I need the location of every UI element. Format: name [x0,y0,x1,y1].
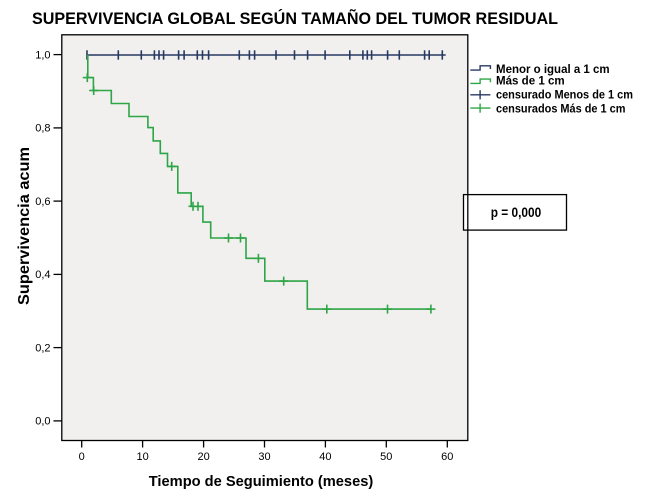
svg-text:0: 0 [79,451,85,463]
svg-text:censurados Más de 1 cm: censurados Más de 1 cm [496,104,626,116]
svg-text:censurado Menos de 1 cm: censurado Menos de 1 cm [496,90,633,102]
svg-text:Tiempo de Seguimiento (meses): Tiempo de Seguimiento (meses) [149,473,374,490]
svg-text:1,0: 1,0 [35,49,50,61]
svg-text:Supervivencia acum: Supervivencia acum [16,147,33,305]
svg-text:p = 0,000: p = 0,000 [491,205,542,220]
svg-text:0,0: 0,0 [35,416,50,428]
svg-text:0,4: 0,4 [35,269,50,281]
svg-text:0,2: 0,2 [35,342,50,354]
svg-text:50: 50 [380,451,392,463]
svg-text:30: 30 [258,451,270,463]
svg-text:Más de 1 cm: Más de 1 cm [496,76,565,88]
svg-text:SUPERVIVENCIA GLOBAL SEGÚN TAM: SUPERVIVENCIA GLOBAL SEGÚN TAMAÑO DEL TU… [32,8,558,28]
svg-text:0,8: 0,8 [35,123,50,135]
svg-text:20: 20 [197,451,209,463]
svg-text:10: 10 [136,451,148,463]
svg-text:Menor o igual a 1 cm: Menor o igual a 1 cm [496,64,610,76]
svg-text:40: 40 [319,451,331,463]
svg-text:60: 60 [441,451,453,463]
svg-text:0,6: 0,6 [35,196,50,208]
